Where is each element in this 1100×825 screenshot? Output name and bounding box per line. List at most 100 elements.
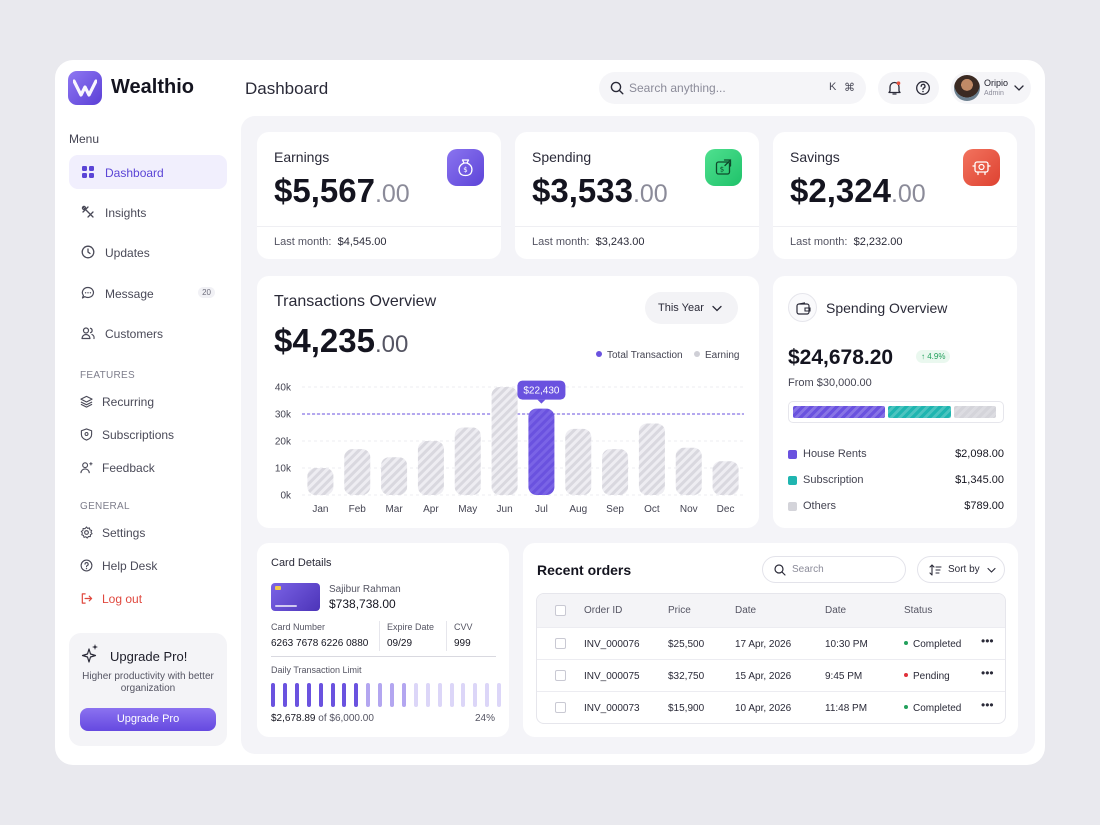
spending-overview-card: Spending Overview $24,678.20 ↑ 4.9% From…	[773, 276, 1017, 528]
user-menu[interactable]: Oripio Admin	[951, 72, 1031, 104]
tooltip-value: $22,430	[523, 386, 560, 397]
bar-mar[interactable]	[381, 457, 408, 495]
stat-last-month: Last month: $4,545.00	[274, 236, 387, 248]
spending-overview-title: Spending Overview	[826, 300, 948, 316]
more-options-icon[interactable]: •••	[981, 698, 994, 712]
order-id: INV_000073	[584, 703, 640, 714]
bar-jun[interactable]	[491, 387, 518, 495]
spending-card: Spending $3,533.00 $ Last month: $3,243.…	[515, 132, 759, 259]
search-icon	[774, 564, 786, 576]
progress-segment	[354, 683, 359, 707]
bar-nov[interactable]	[675, 447, 702, 495]
x-tick-label: Dec	[717, 504, 735, 515]
bell-icon[interactable]	[887, 80, 902, 96]
row-checkbox[interactable]	[555, 702, 566, 713]
bar-apr[interactable]	[417, 441, 444, 495]
column-price[interactable]: Price	[668, 605, 691, 616]
x-tick-label: Jul	[535, 504, 548, 515]
row-checkbox[interactable]	[555, 670, 566, 681]
help-icon	[80, 559, 93, 572]
search-input[interactable]: Search anything...	[629, 81, 726, 95]
row-checkbox[interactable]	[555, 638, 566, 649]
y-tick-label: 20k	[275, 437, 292, 448]
sidebar-item-message[interactable]: Message 20	[69, 276, 227, 310]
more-options-icon[interactable]: •••	[981, 666, 994, 680]
header-actions	[878, 72, 939, 104]
sidebar-item-recurring[interactable]: Recurring	[80, 392, 220, 412]
bar-dec[interactable]	[712, 461, 739, 495]
earnings-card: Earnings $5,567.00 $ Last month: $4,545.…	[257, 132, 501, 259]
sidebar-item-logout[interactable]: Log out	[80, 589, 220, 609]
help-icon[interactable]	[915, 80, 931, 96]
progress-segment	[497, 683, 502, 707]
sidebar-item-label: Settings	[102, 526, 146, 540]
savings-card: Savings $2,324.00 Last month: $2,232.00	[773, 132, 1017, 259]
period-filter-dropdown[interactable]: This Year	[645, 292, 738, 324]
progress-segment	[342, 683, 347, 707]
main-content: Earnings $5,567.00 $ Last month: $4,545.…	[241, 116, 1035, 754]
status-badge: Completed	[904, 703, 961, 714]
sidebar-item-feedback[interactable]: Feedback	[80, 458, 220, 478]
sidebar-item-help-desk[interactable]: Help Desk	[80, 556, 220, 576]
bar-jul[interactable]	[528, 408, 555, 495]
users-icon	[81, 327, 95, 340]
message-count-badge: 20	[198, 287, 215, 298]
features-section-label: FEATURES	[80, 370, 135, 381]
sidebar-item-dashboard[interactable]: Dashboard	[69, 155, 227, 189]
sidebar-item-label: Dashboard	[105, 166, 164, 180]
stat-value: $5,567.00	[274, 172, 410, 209]
progress-segment	[330, 683, 335, 707]
column-order-id[interactable]: Order ID	[584, 605, 623, 616]
transactions-bar-chart: 0k 10k 20k 30k 40k Jan Feb Mar Apr May Jun Jul Aug Se…	[275, 380, 744, 515]
transactions-overview-card: Transactions Overview $4,235.00 This Yea…	[257, 276, 759, 528]
column-status[interactable]: Status	[904, 605, 933, 616]
x-tick-label: Oct	[644, 504, 660, 515]
card-balance: $738,738.00	[329, 597, 396, 611]
progress-segment	[485, 683, 490, 707]
column-time[interactable]: Date	[825, 605, 847, 616]
sidebar-item-settings[interactable]: Settings	[80, 523, 220, 543]
global-search[interactable]: Search anything... K ⌘	[599, 72, 866, 104]
x-tick-label: Jun	[497, 504, 513, 515]
upgrade-pro-button[interactable]: Upgrade Pro	[80, 708, 216, 731]
bar-feb[interactable]	[344, 449, 371, 495]
bar-aug[interactable]	[565, 428, 592, 495]
table-row[interactable]: INV_000073 $15,900 10 Apr, 2026 11:48 PM…	[537, 691, 1005, 723]
spending-overview-value: $24,678.20	[788, 346, 894, 369]
bar-sep[interactable]	[602, 449, 629, 495]
daily-limit-percent: 24%	[474, 713, 495, 724]
orders-search-input[interactable]: Search	[762, 556, 906, 583]
sidebar-item-customers[interactable]: Customers	[69, 316, 227, 350]
brand-name: Wealthio	[111, 76, 194, 98]
user-role: Admin	[984, 90, 1004, 97]
progress-segment	[366, 683, 371, 707]
column-date[interactable]: Date	[735, 605, 757, 616]
svg-text:$: $	[463, 166, 467, 174]
sidebar-item-insights[interactable]: Insights	[69, 195, 227, 229]
table-row[interactable]: INV_000076 $25,500 17 Apr, 2026 10:30 PM…	[537, 627, 1005, 659]
spending-segment-house-rents	[793, 406, 885, 418]
select-all-checkbox[interactable]	[555, 605, 566, 616]
legend-total-transaction: Total Transaction	[596, 350, 683, 361]
bar-oct[interactable]	[638, 423, 665, 495]
progress-segment	[282, 683, 287, 707]
more-options-icon[interactable]: •••	[981, 634, 994, 648]
x-tick-label: Nov	[680, 504, 698, 515]
sidebar-item-updates[interactable]: Updates	[69, 235, 227, 269]
sidebar-item-label: Feedback	[102, 461, 155, 475]
bar-may[interactable]	[454, 427, 481, 496]
order-price: $32,750	[668, 671, 705, 682]
stat-value: $3,533.00	[532, 172, 668, 209]
sort-by-dropdown[interactable]: Sort by	[917, 556, 1005, 583]
sparkle-icon	[81, 644, 98, 663]
table-row[interactable]: INV_000075 $32,750 15 Apr, 2026 9:45 PM …	[537, 659, 1005, 691]
x-tick-label: Feb	[349, 504, 367, 515]
spending-distribution-bar	[788, 401, 1004, 423]
sidebar-item-subscriptions[interactable]: Subscriptions	[80, 425, 220, 445]
progress-segment	[473, 683, 478, 707]
bar-jan[interactable]	[307, 468, 334, 495]
shortcut-k: K	[829, 81, 837, 93]
wallet-out-icon: $	[705, 149, 742, 186]
stat-title: Earnings	[274, 149, 330, 165]
sidebar-item-label: Log out	[102, 592, 143, 606]
